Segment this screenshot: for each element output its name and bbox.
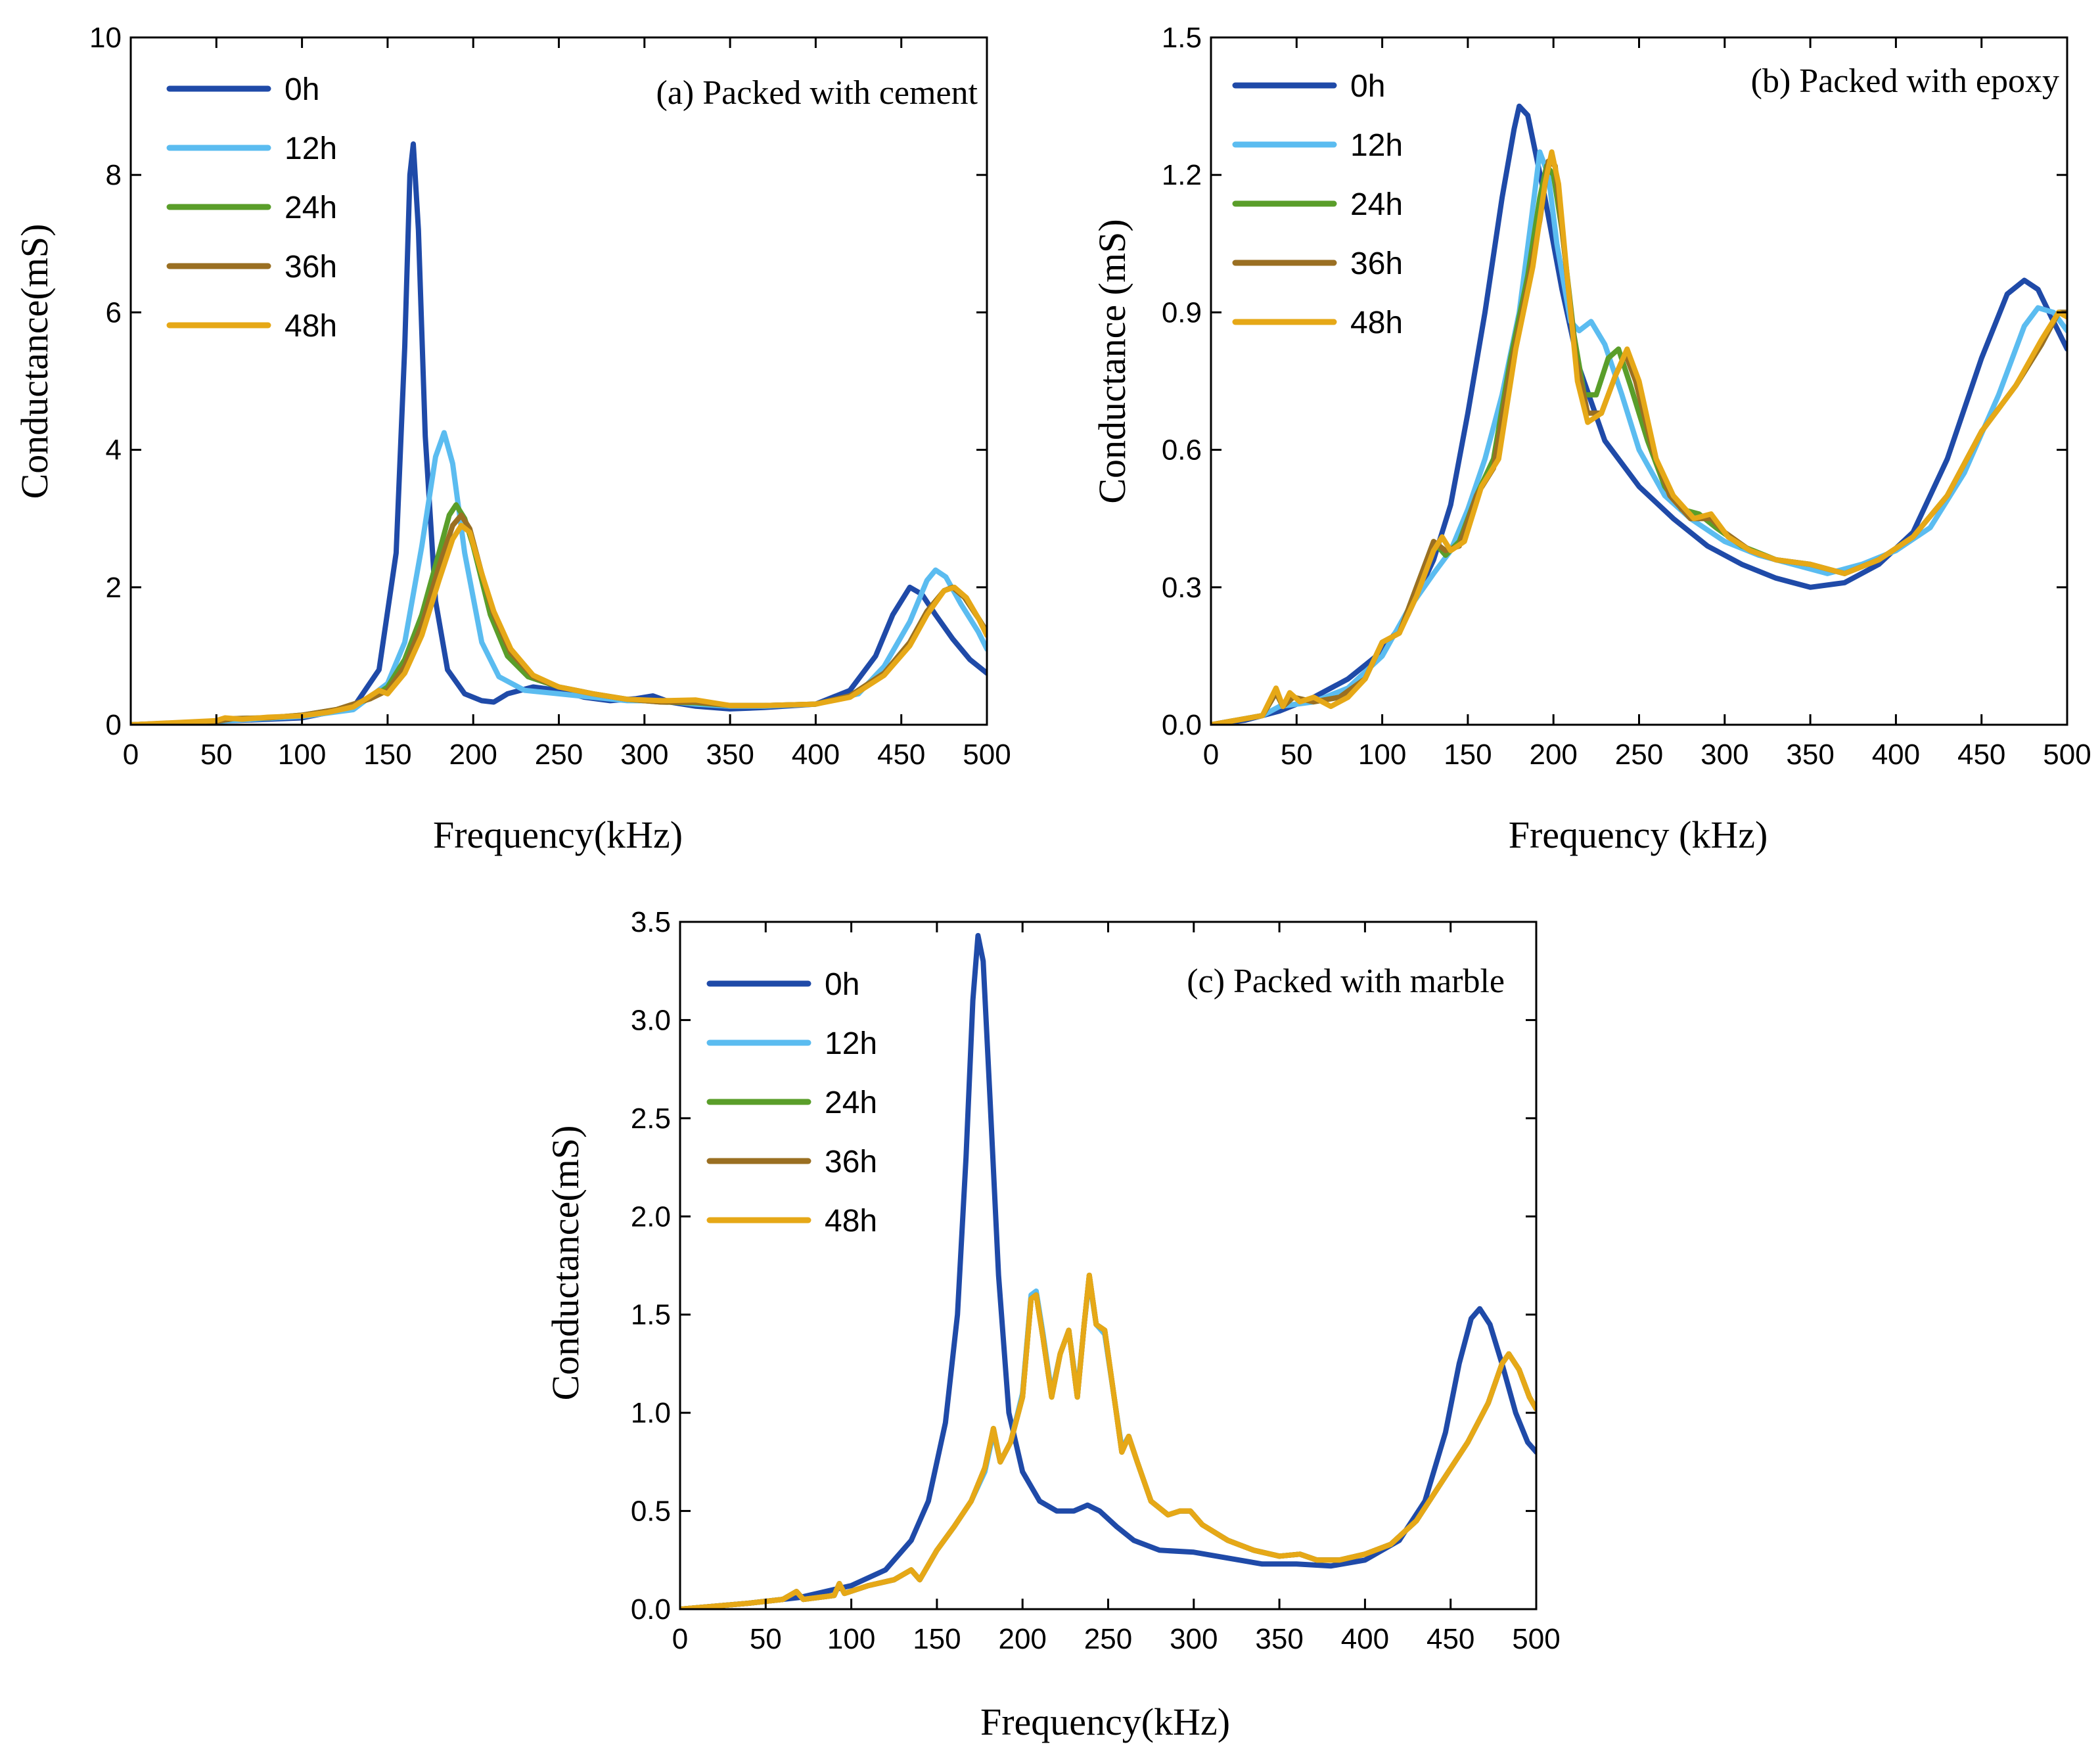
y-tick-label: 2.0 [631, 1200, 671, 1233]
series-line-12h [1211, 149, 2067, 725]
series-group [1211, 103, 2067, 725]
x-tick-label: 350 [1786, 739, 1834, 771]
y-axis-title: Conductance(mS) [544, 1126, 587, 1401]
plot-frame [129, 36, 988, 726]
x-tick-label: 200 [1529, 739, 1577, 771]
legend-label-24h: 24h [825, 1085, 877, 1120]
x-tick-label: 400 [1341, 1623, 1389, 1655]
series-line-48h [680, 1272, 1536, 1609]
legend: 0h 12h 24h 36h 48h [166, 72, 337, 344]
y-tick-label: 0.9 [1162, 296, 1202, 329]
y-axis-title: Conductance(mS) [13, 224, 56, 499]
y-axis-title: Conductance (mS) [1091, 219, 1133, 503]
series-group [680, 932, 1536, 1609]
x-tick-label: 500 [963, 739, 1011, 771]
x-tick-label: 250 [1615, 739, 1663, 771]
x-tick-label: 500 [2043, 739, 2091, 771]
x-tick-label: 350 [1255, 1623, 1303, 1655]
x-tick-label: 50 [1281, 739, 1313, 771]
chart-panel-a: (a) Packed with cement Frequency(kHz) Co… [13, 22, 1011, 856]
x-axis-title: Frequency (kHz) [1509, 813, 1768, 856]
y-tick-label: 0.0 [631, 1593, 671, 1626]
series-line-0h [680, 932, 1536, 1609]
x-axis-title: Frequency(kHz) [433, 813, 683, 856]
x-tick-label: 150 [913, 1623, 961, 1655]
series-line-48h [131, 522, 987, 725]
x-tick-label: 450 [877, 739, 925, 771]
legend-label-0h: 0h [1350, 69, 1385, 104]
legend-label-0h: 0h [825, 967, 859, 1002]
y-tick-label: 8 [106, 159, 122, 191]
legend-label-36h: 36h [825, 1145, 877, 1179]
y-tick-label: 0 [106, 709, 122, 741]
x-tick-label: 400 [1872, 739, 1920, 771]
x-tick-label: 100 [278, 739, 326, 771]
legend-label-12h: 12h [285, 131, 337, 166]
x-tick-label: 450 [1427, 1623, 1474, 1655]
y-tick-label: 0.0 [1162, 709, 1202, 741]
legend: 0h 12h 24h 36h 48h [1232, 69, 1403, 340]
series-line-24h [680, 1272, 1536, 1609]
y-tick-label: 1.2 [1162, 159, 1202, 191]
legend: 0h 12h 24h 36h 48h [706, 967, 877, 1239]
legend-label-48h: 48h [285, 309, 337, 344]
legend-label-24h: 24h [1350, 187, 1403, 222]
x-tick-label: 0 [123, 739, 139, 771]
chart-panel-c: (c) Packed with marble Frequency(kHz) Co… [544, 906, 1561, 1743]
x-tick-label: 100 [1358, 739, 1406, 771]
y-tick-label: 3.0 [631, 1004, 671, 1036]
y-tick-label: 10 [89, 22, 122, 54]
x-tick-label: 250 [1084, 1623, 1132, 1655]
panel-title: (a) Packed with cement [656, 74, 978, 112]
x-tick-label: 150 [1444, 739, 1492, 771]
y-tick-label: 2.5 [631, 1103, 671, 1135]
y-tick-label: 0.6 [1162, 434, 1202, 467]
series-line-0h [131, 141, 987, 725]
y-tick-label: 4 [106, 434, 122, 467]
series-line-12h [680, 1276, 1536, 1609]
x-axis-title: Frequency(kHz) [980, 1700, 1230, 1743]
y-tick-label: 1.0 [631, 1397, 671, 1429]
x-tick-label: 200 [998, 1623, 1046, 1655]
x-tick-label: 400 [792, 739, 840, 771]
chart-panel-b: (b) Packed with epoxy Frequency (kHz) Co… [1091, 22, 2091, 856]
y-tick-label: 3.5 [631, 906, 671, 938]
legend-label-12h: 12h [825, 1026, 877, 1061]
legend-label-36h: 36h [285, 250, 337, 285]
x-tick-label: 300 [1701, 739, 1748, 771]
x-tick-label: 50 [750, 1623, 782, 1655]
x-tick-label: 50 [200, 739, 233, 771]
y-tick-label: 2 [106, 572, 122, 604]
legend-label-24h: 24h [285, 191, 337, 225]
y-tick-label: 6 [106, 296, 122, 329]
x-tick-label: 300 [1170, 1623, 1218, 1655]
legend-label-0h: 0h [285, 72, 319, 107]
x-tick-label: 450 [1957, 739, 2005, 771]
x-tick-label: 0 [1203, 739, 1219, 771]
x-tick-label: 100 [827, 1623, 875, 1655]
y-tick-label: 0.5 [631, 1495, 671, 1528]
series-line-12h [131, 430, 987, 725]
series-group [131, 141, 987, 725]
legend-label-48h: 48h [1350, 306, 1403, 340]
x-tick-label: 200 [449, 739, 497, 771]
y-tick-label: 0.3 [1162, 572, 1202, 604]
x-tick-label: 350 [706, 739, 754, 771]
x-tick-label: 300 [620, 739, 668, 771]
legend-label-48h: 48h [825, 1204, 877, 1239]
panel-title: (c) Packed with marble [1187, 963, 1505, 1000]
x-tick-label: 150 [363, 739, 411, 771]
x-tick-label: 0 [672, 1623, 688, 1655]
y-tick-label: 1.5 [631, 1299, 671, 1331]
x-tick-label: 500 [1512, 1623, 1560, 1655]
panel-title: (b) Packed with epoxy [1751, 62, 2059, 100]
series-line-36h [680, 1272, 1536, 1609]
series-line-48h [1211, 149, 2067, 725]
legend-label-36h: 36h [1350, 246, 1403, 281]
plot-frame [679, 921, 1538, 1610]
x-tick-label: 250 [535, 739, 583, 771]
legend-label-12h: 12h [1350, 128, 1403, 163]
y-tick-label: 1.5 [1162, 22, 1202, 54]
